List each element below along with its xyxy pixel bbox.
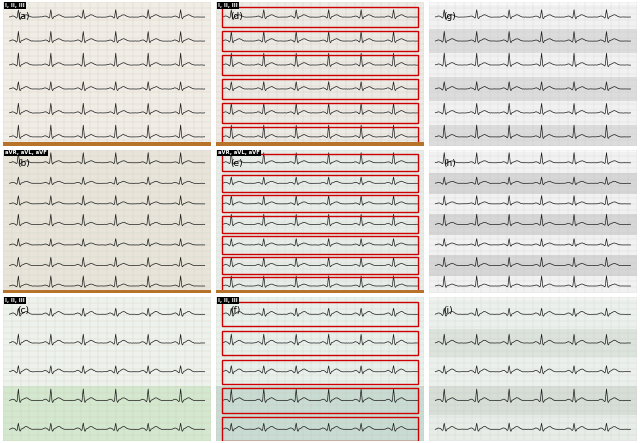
Text: I, II, III: I, II, III xyxy=(5,298,25,303)
Bar xyxy=(222,154,418,171)
Text: aVR, aVL, aVF: aVR, aVL, aVF xyxy=(218,150,260,155)
Bar xyxy=(3,142,211,146)
Bar xyxy=(3,290,211,293)
Bar xyxy=(429,5,637,29)
Text: (c): (c) xyxy=(18,307,29,315)
Bar xyxy=(429,77,637,101)
Bar xyxy=(3,386,211,441)
Bar xyxy=(429,300,637,329)
Bar xyxy=(429,386,637,441)
Bar xyxy=(222,389,418,412)
Bar xyxy=(429,276,637,296)
Bar xyxy=(222,302,418,326)
Bar xyxy=(222,195,418,213)
Bar xyxy=(222,103,418,123)
Bar xyxy=(222,79,418,99)
Text: I, II, III: I, II, III xyxy=(218,298,238,303)
Bar xyxy=(429,329,637,358)
Text: (a): (a) xyxy=(18,12,30,20)
Bar xyxy=(222,277,418,295)
Bar xyxy=(429,358,637,386)
Text: I, II, III: I, II, III xyxy=(218,3,238,8)
Bar xyxy=(216,142,424,146)
Text: (d): (d) xyxy=(230,12,243,20)
Bar xyxy=(429,125,637,149)
Bar xyxy=(222,7,418,27)
Text: aVR, aVL, aVF: aVR, aVL, aVF xyxy=(5,150,47,155)
Text: I, II, III: I, II, III xyxy=(5,3,25,8)
Bar xyxy=(222,127,418,147)
Bar xyxy=(429,53,637,77)
Bar xyxy=(429,29,637,53)
Bar xyxy=(222,331,418,355)
Bar xyxy=(429,152,637,173)
Text: (e): (e) xyxy=(230,159,243,168)
Bar xyxy=(429,194,637,214)
Bar xyxy=(222,236,418,253)
Text: (h): (h) xyxy=(444,159,456,168)
Bar xyxy=(222,216,418,233)
Bar xyxy=(222,417,418,441)
Text: (g): (g) xyxy=(444,12,456,20)
Bar xyxy=(429,214,637,235)
Bar xyxy=(222,360,418,384)
Bar xyxy=(216,386,424,441)
Bar xyxy=(429,386,637,415)
Bar xyxy=(429,255,637,276)
Bar xyxy=(216,290,424,293)
Bar xyxy=(429,101,637,125)
Bar xyxy=(429,235,637,255)
Text: (f): (f) xyxy=(230,307,241,315)
Bar xyxy=(429,173,637,194)
Text: (i): (i) xyxy=(444,307,453,315)
Bar xyxy=(222,55,418,75)
Bar xyxy=(222,31,418,51)
Bar xyxy=(222,175,418,192)
Bar xyxy=(222,257,418,274)
Bar xyxy=(429,415,637,443)
Text: (b): (b) xyxy=(18,159,31,168)
